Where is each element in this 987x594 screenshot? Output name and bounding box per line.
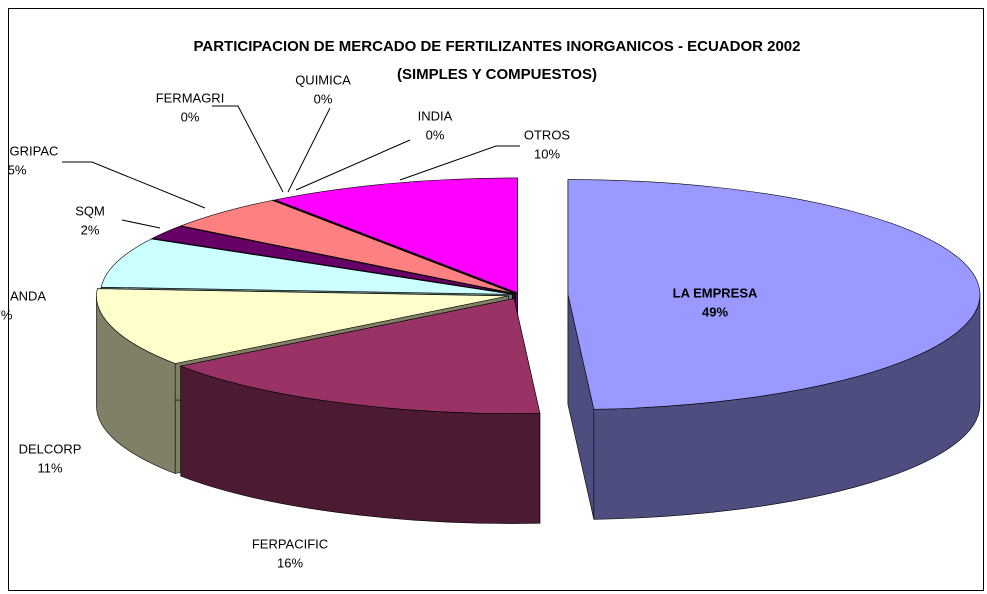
value-label: 16% [277, 555, 303, 570]
slice-top [567, 179, 981, 410]
chart-border [8, 8, 984, 591]
slice [179, 298, 541, 524]
category-label: SQM [75, 203, 105, 218]
pie [96, 177, 981, 524]
slice-top [179, 200, 515, 294]
slice-top [274, 177, 518, 294]
leader-line [295, 139, 411, 191]
leader-line [287, 107, 331, 193]
slice-top [179, 298, 541, 414]
chart-subtitle: (SIMPLES Y COMPUESTOS) [397, 66, 597, 83]
leader-line [121, 219, 161, 229]
value-label: 2% [81, 222, 100, 237]
value-label: 10% [534, 146, 560, 161]
leader-line [399, 145, 520, 181]
value-label: 7% [0, 307, 13, 322]
slice-top [151, 225, 514, 295]
category-label: OTROS [524, 127, 571, 142]
slice-top [96, 288, 509, 364]
value-label: 11% [37, 460, 62, 475]
leader-line [62, 161, 206, 209]
value-label: 5% [8, 162, 27, 177]
category-label: FERMAGRI [156, 90, 225, 105]
category-label: GRIPAC [10, 143, 59, 158]
category-label: LA EMPRESA [673, 285, 758, 300]
value-label: 0% [314, 91, 333, 106]
category-label: ANDA [10, 288, 46, 303]
leader-line [212, 105, 284, 193]
data-labels: LA EMPRESA 49% FERPACIFIC 16% DELCORP 11% ANDA… [0, 72, 758, 570]
value-label: 0% [181, 109, 200, 124]
slice [567, 179, 981, 520]
category-label: DELCORP [19, 441, 82, 456]
leader-lines [62, 105, 520, 229]
category-label: FERPACIFIC [252, 536, 328, 551]
chart-title: PARTICIPACION DE MERCADO DE FERTILIZANTE… [194, 38, 801, 55]
category-label: INDIA [418, 108, 453, 123]
value-label: 49% [702, 304, 728, 319]
slice-top [273, 199, 516, 294]
value-label: 0% [426, 127, 445, 142]
slice-top [100, 238, 513, 295]
category-label: QUIMICA [295, 72, 351, 87]
